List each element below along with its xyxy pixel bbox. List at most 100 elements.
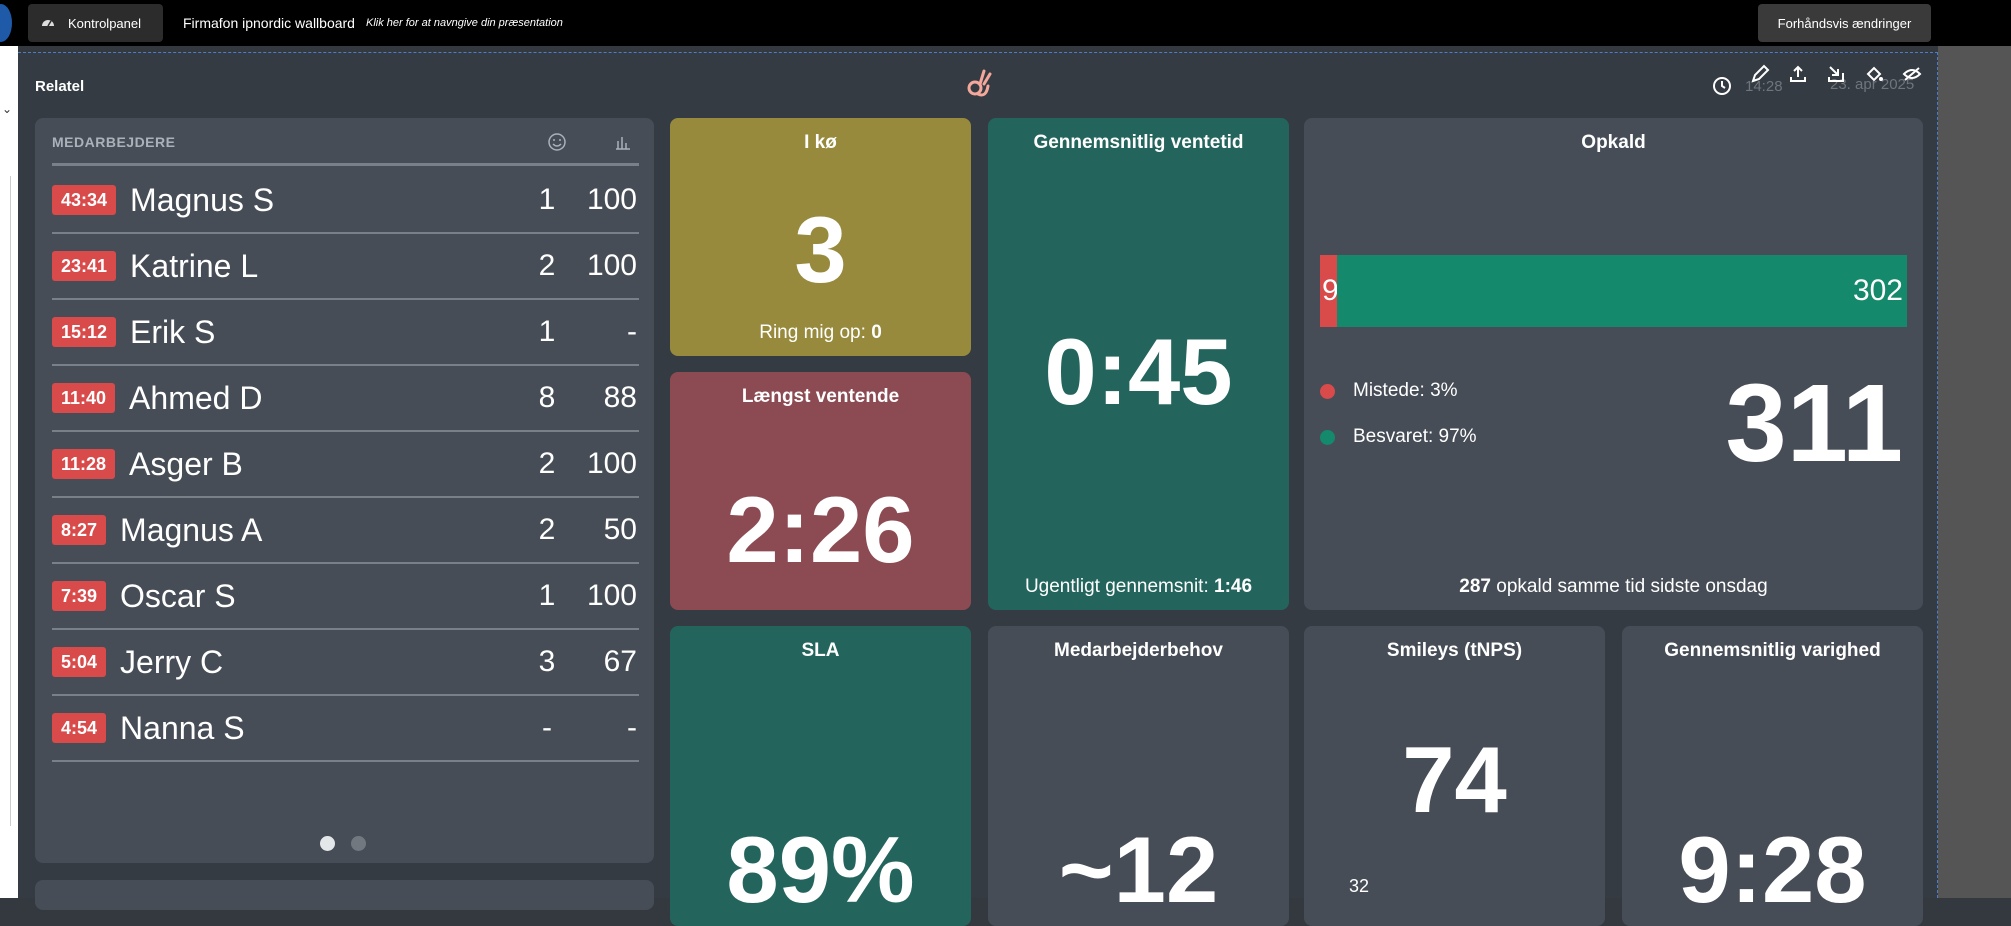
- status-time-badge: 43:34: [52, 185, 117, 215]
- avg-wait-panel: Gennemsnitlig ventetid 0:45 Ugentligt ge…: [988, 118, 1289, 610]
- queue-panel: I kø 3 Ring mig op: 0: [670, 118, 971, 356]
- paint-bucket-icon[interactable]: [1862, 62, 1886, 86]
- answered-label: Besvaret: 97%: [1353, 426, 1477, 447]
- callback-label: Ring mig op:: [759, 322, 866, 343]
- employee-score: 88: [603, 381, 637, 414]
- employee-name: Nanna S: [120, 709, 245, 746]
- answered-dot: [1320, 429, 1335, 445]
- employees-header: MEDARBEJDERE: [52, 133, 639, 156]
- answered-bar: 302: [1337, 255, 1907, 327]
- page-dot[interactable]: [351, 836, 366, 851]
- ok-hand-logo-icon: [967, 69, 992, 97]
- brand-label: Relatel: [35, 78, 85, 95]
- sla-value: 89%: [726, 817, 915, 922]
- queue-value: 3: [794, 197, 847, 302]
- avg-duration-panel: Gennemsnitlig varighed 9:28: [1622, 626, 1923, 926]
- employee-calls: 1: [538, 183, 556, 216]
- staff-need-title: Medarbejderbehov: [1054, 640, 1223, 661]
- status-time-badge: 5:04: [52, 647, 107, 677]
- employee-row: 43:34 Magnus S 1 100: [52, 168, 639, 234]
- secondary-panel: [35, 880, 654, 910]
- sidebar-divider: [10, 176, 18, 826]
- sla-panel: SLA 89%: [670, 626, 971, 926]
- app-logo[interactable]: [0, 4, 12, 42]
- pencil-icon[interactable]: [1748, 62, 1772, 86]
- missed-dot: [1320, 383, 1335, 399]
- calls-stacked-bar: 9 302: [1320, 255, 1907, 327]
- left-sidebar: ⌄: [0, 46, 18, 898]
- employee-row: 5:04 Jerry C 3 67: [52, 630, 639, 696]
- employee-row: 11:40 Ahmed D 8 88: [52, 366, 639, 432]
- employee-row: 11:28 Asger B 2 100: [52, 432, 639, 498]
- top-bar: Kontrolpanel Firmafon ipnordic wallboard…: [0, 0, 2011, 46]
- smileys-value: 74: [1402, 727, 1507, 832]
- employee-name: Magnus A: [120, 511, 263, 548]
- employee-score: 100: [586, 447, 637, 480]
- avg-wait-title: Gennemsnitlig ventetid: [1033, 132, 1244, 153]
- compare-text: opkald samme tid sidste onsdag: [1496, 576, 1768, 597]
- employee-score: 100: [586, 183, 637, 216]
- legend-answered: Besvaret: 97%: [1320, 426, 1477, 448]
- employee-score: 100: [586, 579, 637, 612]
- employee-score: 50: [603, 513, 637, 546]
- status-time-badge: 4:54: [52, 713, 107, 743]
- clock-time: 14:28: [1745, 78, 1783, 95]
- bar-chart-icon: [616, 137, 630, 150]
- smileys-panel: Smileys (tNPS) 74 32: [1304, 626, 1605, 926]
- status-time-badge: 7:39: [52, 581, 107, 611]
- status-time-badge: 8:27: [52, 515, 107, 545]
- presentation-hint[interactable]: Klik her for at navngive din præsentatio…: [366, 17, 563, 29]
- sla-title: SLA: [801, 640, 840, 661]
- employee-calls: 1: [538, 579, 556, 612]
- legend-missed: Mistede: 3%: [1320, 380, 1458, 402]
- queue-title: I kø: [804, 132, 837, 153]
- employee-score: -: [627, 711, 637, 744]
- employee-row: 8:27 Magnus A 2 50: [52, 498, 639, 564]
- employee-name: Oscar S: [120, 577, 236, 614]
- employee-row: 4:54 Nanna S - -: [52, 696, 639, 762]
- edit-toolbar: [1748, 62, 1924, 86]
- employee-calls: 2: [538, 513, 556, 546]
- employees-title: MEDARBEJDERE: [52, 134, 176, 150]
- upload-icon[interactable]: [1786, 62, 1810, 86]
- employee-score: 67: [603, 645, 637, 678]
- status-time-badge: 15:12: [52, 317, 117, 347]
- employee-score: -: [627, 315, 637, 348]
- status-time-badge: 11:40: [52, 383, 116, 413]
- status-time-badge: 11:28: [52, 449, 116, 479]
- callback-value: 0: [871, 322, 882, 343]
- employee-name: Erik S: [130, 313, 216, 350]
- avg-duration-title: Gennemsnitlig varighed: [1664, 640, 1881, 661]
- employee-calls: -: [542, 711, 552, 744]
- callback-line: Ring mig op: 0: [670, 322, 971, 344]
- employee-name: Magnus S: [130, 181, 275, 218]
- hide-eye-icon[interactable]: [1900, 62, 1924, 86]
- smileys-title: Smileys (tNPS): [1386, 640, 1523, 661]
- employee-name: Ahmed D: [129, 379, 263, 416]
- calls-panel: Opkald 9 302 Mistede: 3% Besvaret: 97% 3…: [1304, 118, 1923, 610]
- header-divider: [52, 163, 639, 166]
- longest-waiting-panel: Længst ventende 2:26: [670, 372, 971, 610]
- smileys-count: 32: [1349, 876, 1370, 896]
- weekly-average-value: 1:46: [1214, 576, 1253, 597]
- longest-title: Længst ventende: [741, 386, 900, 407]
- avg-duration-value: 9:28: [1678, 817, 1867, 922]
- weekly-average-line: Ugentligt gennemsnit: 1:46: [988, 576, 1289, 598]
- calls-title: Opkald: [1581, 132, 1646, 153]
- dashboard-icon: [42, 20, 54, 27]
- import-icon[interactable]: [1824, 62, 1848, 86]
- presentation-title[interactable]: Firmafon ipnordic wallboard: [183, 15, 355, 31]
- right-gutter: [1938, 46, 2011, 898]
- control-panel-button[interactable]: Kontrolpanel: [28, 4, 163, 42]
- preview-changes-button[interactable]: Forhåndsvis ændringer: [1758, 4, 1931, 42]
- employee-row: 23:41 Katrine L 2 100: [52, 234, 639, 300]
- employee-score: 100: [586, 249, 637, 282]
- smiley-icon: [548, 133, 566, 151]
- employee-calls: 8: [538, 381, 556, 414]
- employee-name: Jerry C: [120, 643, 224, 680]
- page-dot-active[interactable]: [320, 836, 335, 851]
- calls-total: 311: [1725, 362, 1903, 485]
- weekly-average-label: Ugentligt gennemsnit:: [1024, 576, 1209, 597]
- chevron-down-icon[interactable]: ⌄: [2, 102, 13, 116]
- missed-bar: 9: [1320, 255, 1339, 327]
